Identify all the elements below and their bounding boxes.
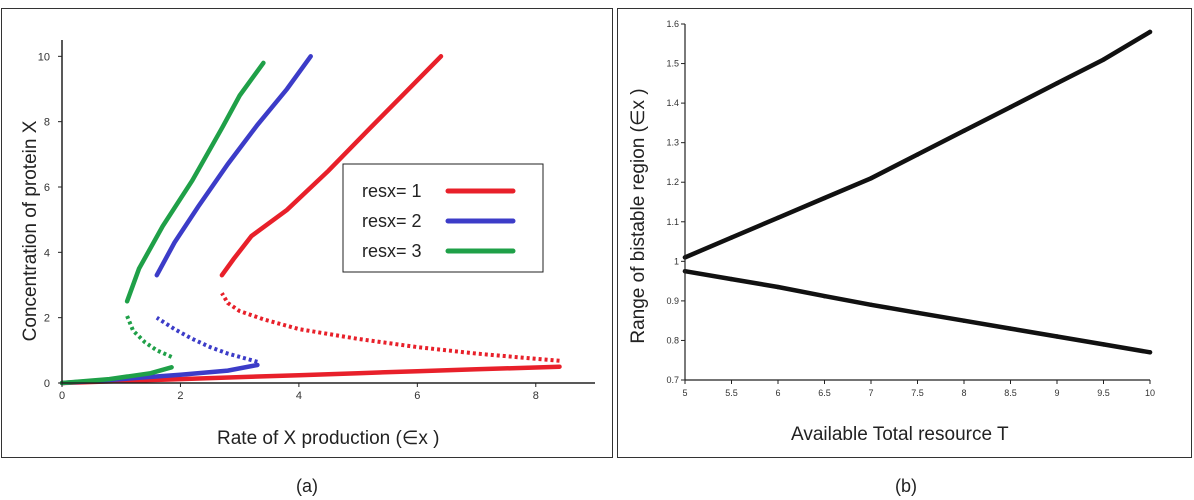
series-2-point (1147, 350, 1153, 355)
series-1-stable-high-branch (219, 54, 444, 278)
y-tick-label: 2 (44, 313, 50, 325)
panel-a-caption: (a) (296, 476, 318, 496)
series-2-point (1008, 326, 1013, 331)
series-1-point (961, 128, 967, 133)
panel-a-axes: 0 2 4 6 8 0 2 4 6 8 10 (38, 40, 595, 402)
x-tick-label: 6 (414, 390, 420, 402)
legend-label: resx= 1 (362, 181, 422, 201)
series-1-point (822, 195, 827, 201)
x-tick-label: 7 (868, 388, 873, 398)
x-tick-label: 6.5 (818, 388, 831, 398)
panel-b-caption: (b) (895, 476, 917, 496)
series-2-point (1054, 334, 1060, 339)
x-tick-label: 9 (1054, 388, 1059, 398)
series-3-stable-high-branch (124, 60, 266, 304)
series-2-point (868, 302, 874, 308)
series-2-point (729, 276, 734, 282)
x-tick-label: 10 (1145, 388, 1155, 398)
y-tick-label: 1.5 (666, 59, 679, 69)
series-1-point (915, 152, 920, 157)
y-tick-label: 1.6 (666, 19, 679, 29)
x-tick-label: 8.5 (1004, 388, 1017, 398)
series-1-point (1008, 104, 1013, 110)
y-tick-label: 0 (44, 378, 50, 390)
legend-label: resx= 3 (362, 241, 422, 261)
series-1-point (868, 176, 874, 181)
series-2-point (822, 293, 827, 299)
legend-box (342, 163, 544, 273)
panel-a-marks (59, 54, 562, 386)
x-tick-label: 4 (296, 390, 302, 402)
series-3-stable-low-branch (59, 365, 174, 386)
x-tick-label: 7.5 (911, 388, 924, 398)
panel-b-frame (617, 8, 1192, 458)
panel-b-chart: 5 5.5 6 6.5 7 7.5 8 8.5 9 9.5 10 0.7 0.8 0.9 1 1.1 1.2 1.… (628, 19, 1155, 445)
y-tick-label: 6 (44, 182, 50, 194)
x-tick-label: 9.5 (1097, 388, 1110, 398)
series-2-point (1101, 342, 1106, 347)
series-1-unstable-branch (220, 292, 560, 363)
x-tick-label: 6 (775, 388, 780, 398)
x-tick-label: 8 (961, 388, 966, 398)
x-tick-label: 0 (59, 390, 65, 402)
panel-b-x-axis-label: Available Total resource T (791, 424, 1009, 445)
series-2-stable-high-branch (154, 54, 313, 278)
y-tick-label: 8 (44, 117, 50, 129)
series-1-point (1054, 81, 1060, 86)
x-tick-label: 8 (533, 390, 539, 402)
series-2-point (961, 318, 967, 323)
panel-a-y-axis-label: Concentration of protein X (20, 120, 41, 341)
x-tick-label: 5.5 (725, 388, 738, 398)
y-tick-label: 1.1 (666, 217, 679, 227)
y-tick-label: 4 (44, 247, 50, 259)
series-1-point (775, 215, 781, 221)
x-tick-label: 2 (177, 390, 183, 402)
legend-label: resx= 2 (362, 211, 422, 231)
y-tick-label: 10 (38, 51, 50, 63)
series-2-point (775, 284, 781, 290)
panel-b-axes: 5 5.5 6 6.5 7 7.5 8 8.5 9 9.5 10 0.7 0.8 0.9 1 1.1 1.2 1.… (666, 19, 1155, 398)
y-tick-label: 0.9 (666, 296, 679, 306)
series-1-line (682, 29, 1153, 260)
y-tick-label: 0.8 (666, 335, 679, 345)
x-tick-label: 5 (682, 388, 687, 398)
series-1-point (1147, 29, 1153, 35)
panel-b-y-axis-label: Range of bistable region (∈x ) (628, 88, 649, 343)
series-2-unstable-branch (155, 316, 258, 364)
y-tick-label: 1 (674, 256, 679, 266)
series-3-unstable-branch (125, 315, 173, 359)
series-1-point (729, 235, 734, 240)
y-tick-label: 1.2 (666, 177, 679, 187)
series-2-point (915, 310, 920, 315)
panel-a-x-axis-label: Rate of X production (∈x ) (217, 428, 439, 449)
panel-b-marks (682, 29, 1153, 355)
y-tick-label: 0.7 (666, 375, 679, 385)
y-tick-label: 1.4 (666, 98, 679, 108)
panel-a-legend: resx= 1 resx= 2 resx= 3 (342, 163, 544, 273)
series-1-stable-low-branch (59, 364, 562, 386)
series-1-point (1101, 57, 1106, 62)
y-tick-label: 1.3 (666, 138, 679, 148)
